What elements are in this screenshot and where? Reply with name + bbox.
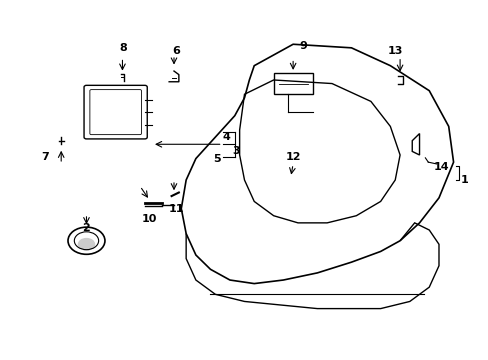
Circle shape: [78, 238, 95, 251]
Text: 1: 1: [460, 175, 468, 185]
Text: 7: 7: [41, 152, 49, 162]
Text: 5: 5: [212, 154, 220, 164]
Text: 6: 6: [172, 46, 180, 57]
Text: 2: 2: [82, 223, 90, 233]
Text: 12: 12: [285, 152, 300, 162]
Bar: [273, 73, 312, 94]
Text: 4: 4: [222, 132, 230, 142]
Text: 11: 11: [168, 203, 184, 213]
Text: 8: 8: [119, 43, 126, 53]
Text: 3: 3: [232, 147, 240, 157]
Text: 14: 14: [433, 162, 449, 172]
Text: 13: 13: [387, 46, 402, 57]
Text: 10: 10: [142, 214, 157, 224]
Text: 9: 9: [298, 41, 306, 51]
